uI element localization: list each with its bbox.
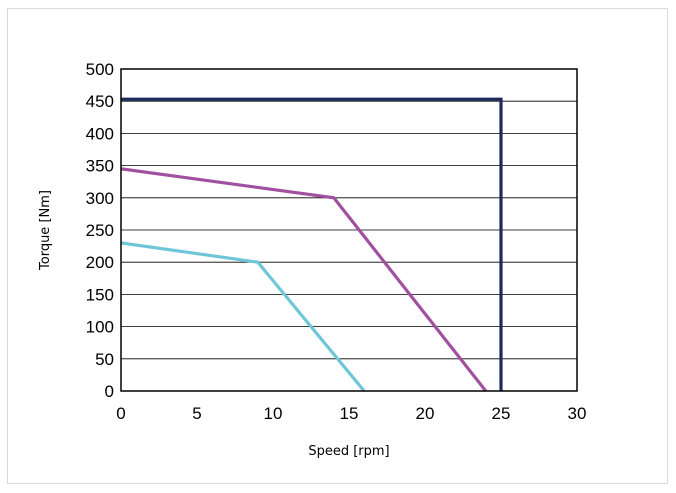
series-group	[120, 97, 503, 393]
y-tick-label: 50	[95, 350, 114, 369]
x-tick-label: 25	[492, 404, 511, 423]
x-tick-label: 20	[416, 404, 435, 423]
y-tick-label: 500	[86, 60, 114, 79]
y-tick-label: 100	[86, 318, 114, 337]
y-tick-label: 300	[86, 189, 114, 208]
series-line-3	[120, 241, 366, 393]
y-tick-label: 250	[86, 221, 114, 240]
series-line-1	[121, 97, 503, 391]
y-axis-label: Torque [Nm]	[38, 190, 53, 271]
x-tick-label: 5	[192, 404, 201, 423]
x-tick-labels: 0 5 10 15 20 25 30	[116, 404, 586, 423]
chart-frame	[7, 8, 668, 484]
x-tick-label: 15	[340, 404, 359, 423]
y-tick-label: 400	[86, 124, 114, 143]
y-tick-label: 350	[86, 157, 114, 176]
x-tick-label: 30	[568, 404, 587, 423]
y-tick-label: 450	[86, 92, 114, 111]
y-tick-labels: 0 50 100 150 200 250 300 350 400 450 500	[86, 60, 114, 401]
x-axis-label: Speed [rpm]	[308, 444, 389, 459]
y-tick-label: 150	[86, 285, 114, 304]
plot-area-border	[120, 68, 578, 392]
x-tick-label: 0	[116, 404, 125, 423]
x-tick-label: 10	[264, 404, 283, 423]
y-tick-label: 0	[105, 382, 114, 401]
grid-lines	[121, 68, 577, 392]
y-tick-label: 200	[86, 253, 114, 272]
series-line-2	[120, 167, 488, 392]
